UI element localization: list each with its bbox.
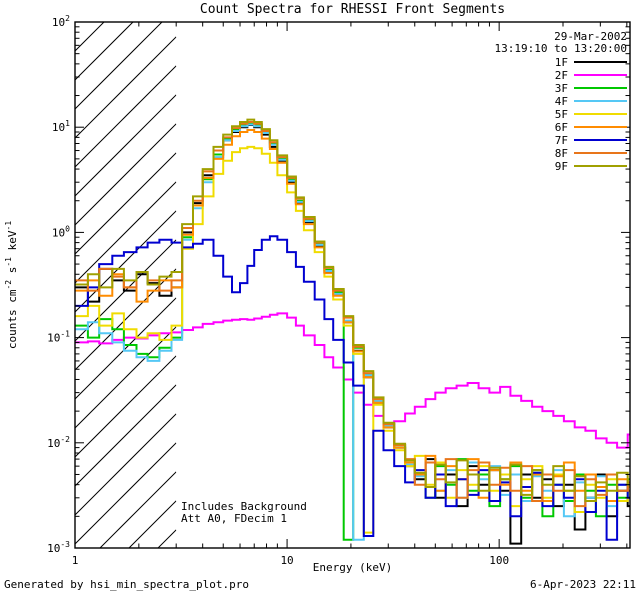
svg-text:1: 1 <box>72 554 79 567</box>
svg-text:10-3: 10-3 <box>47 540 70 555</box>
generated-by-note: Generated by hsi_min_spectra_plot.pro <box>4 578 250 591</box>
observation-time-range: 13:19:10 to 13:20:00 <box>494 42 627 55</box>
y-axis-label: counts cm-2 s-1 keV-1 <box>4 221 19 349</box>
hatched-region <box>75 22 177 548</box>
series-7F <box>75 235 630 541</box>
observation-date: 29-Mar-2002 <box>554 30 627 43</box>
svg-text:100: 100 <box>489 554 509 567</box>
includes-background-note: Includes Background <box>181 500 307 513</box>
svg-text:10: 10 <box>280 554 293 567</box>
legend-label-9F: 9F <box>555 160 568 173</box>
legend-label-2F: 2F <box>555 69 568 82</box>
svg-text:102: 102 <box>52 14 70 29</box>
tick-labels: 1 10 100 102 101 100 10-1 10-2 10-3 <box>47 14 509 567</box>
legend-label-8F: 8F <box>555 147 568 160</box>
legend-label-4F: 4F <box>555 95 568 108</box>
legend-label-5F: 5F <box>555 108 568 121</box>
legend-label-6F: 6F <box>555 121 568 134</box>
plot-frame <box>74 21 631 549</box>
series-6F <box>75 129 630 502</box>
series-4F <box>75 123 630 541</box>
legend-label-3F: 3F <box>555 82 568 95</box>
attenuator-note: Att A0, FDecim 1 <box>181 512 287 525</box>
spectra-series <box>75 118 630 545</box>
legend-label-7F: 7F <box>555 134 568 147</box>
svg-text:101: 101 <box>52 119 70 134</box>
page-title: Count Spectra for RHESSI Front Segments <box>199 2 506 17</box>
svg-text:10-2: 10-2 <box>47 435 70 450</box>
series-9F <box>75 118 630 502</box>
series-8F <box>75 121 630 508</box>
svg-text:100: 100 <box>52 224 70 239</box>
svg-text:10-1: 10-1 <box>47 330 70 345</box>
series-5F <box>75 145 630 534</box>
x-axis-label: Energy (keV) <box>312 561 393 574</box>
series-2F <box>75 312 630 449</box>
legend-label-1F: 1F <box>555 56 568 69</box>
axis-ticks <box>74 21 630 549</box>
plot-timestamp: 6-Apr-2023 22:11 <box>530 578 636 591</box>
